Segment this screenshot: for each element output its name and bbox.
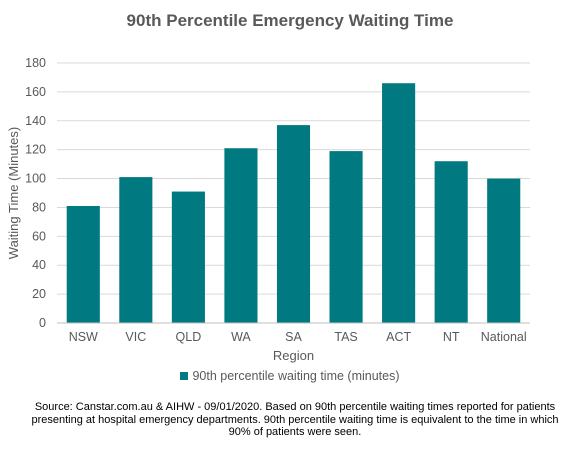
bar-vic — [119, 177, 153, 323]
x-tick-label: NT — [443, 330, 460, 344]
bar-national — [487, 178, 521, 323]
x-tick-label: WA — [231, 330, 251, 344]
source-note: Source: Canstar.com.au & AIHW - 09/01/20… — [31, 401, 559, 438]
y-tick-label: 20 — [32, 287, 46, 301]
bar-nsw — [66, 206, 100, 323]
y-tick-label: 100 — [25, 172, 46, 186]
bar-act — [382, 83, 416, 323]
bar-tas — [329, 151, 363, 323]
x-tick-label: SA — [285, 330, 302, 344]
x-axis-label: Region — [273, 348, 314, 363]
bar-sa — [276, 125, 311, 323]
x-tick-label: VIC — [125, 330, 146, 344]
bar-qld — [171, 191, 205, 323]
y-tick-label: 40 — [32, 258, 46, 272]
x-tick-label: ACT — [386, 330, 411, 344]
y-axis-label: Waiting Time (Minutes) — [6, 127, 21, 259]
y-tick-label: 120 — [25, 143, 46, 157]
x-tick-label: TAS — [334, 330, 357, 344]
bar-wa — [224, 148, 258, 323]
legend-label: 90th percentile waiting time (minutes) — [192, 369, 400, 383]
x-tick-label: NSW — [69, 330, 98, 344]
x-tick-label: National — [481, 330, 527, 344]
y-tick-label: 160 — [25, 85, 46, 99]
bar-nt — [434, 161, 468, 323]
chart-title: 90th Percentile Emergency Waiting Time — [126, 11, 454, 30]
legend-swatch — [180, 371, 189, 380]
y-tick-label: 140 — [25, 114, 46, 128]
y-tick-label: 80 — [32, 200, 46, 214]
x-tick-label: QLD — [176, 330, 202, 344]
y-tick-label: 180 — [25, 56, 46, 70]
legend: 90th percentile waiting time (minutes) — [0, 369, 580, 383]
y-tick-label: 60 — [32, 229, 46, 243]
y-tick-label: 0 — [39, 316, 46, 330]
